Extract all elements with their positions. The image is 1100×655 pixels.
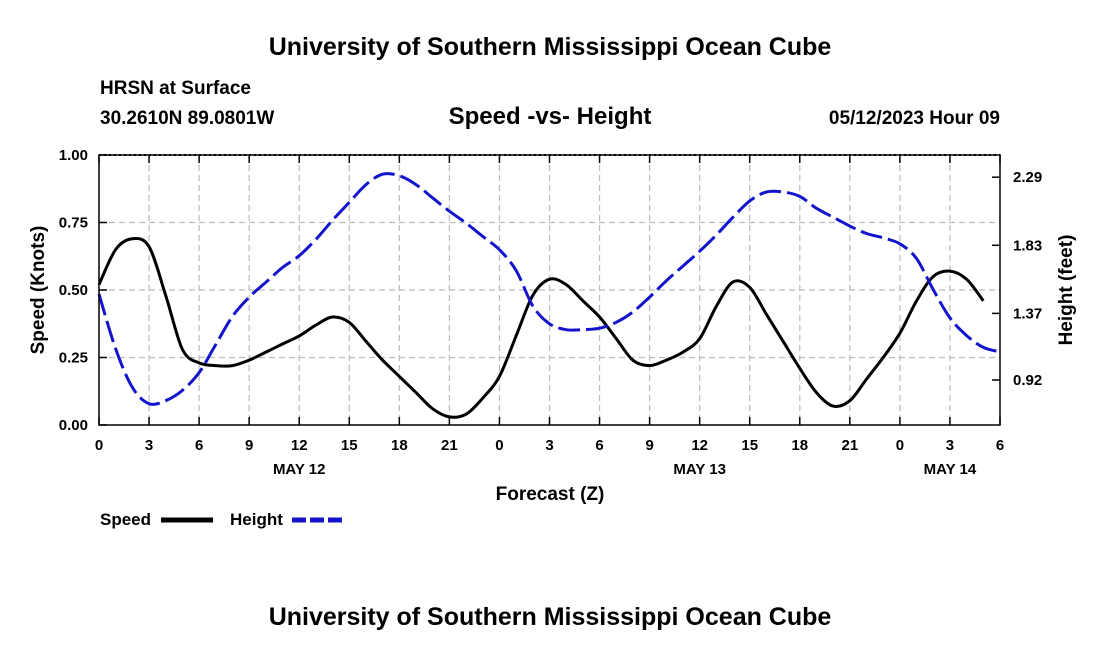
series-height-line — [97, 172, 1001, 406]
x-date-label: MAY 14 — [924, 461, 977, 478]
x-axis-label: Forecast (Z) — [496, 484, 605, 505]
x-date-label: MAY 12 — [273, 461, 326, 478]
legend: Speed Height — [100, 510, 344, 529]
footer-title: University of Southern Mississippi Ocean… — [269, 603, 832, 631]
y-tick-label: 0.00 — [59, 417, 88, 434]
x-tick-label: 0 — [495, 437, 503, 454]
y2-axis-label: Height (feet) — [1056, 235, 1077, 346]
y-tick-label: 1.00 — [59, 147, 88, 164]
x-tick-label: 18 — [391, 437, 408, 454]
x-tick-label: 15 — [741, 437, 758, 454]
y-axis-label: Speed (Knots) — [28, 226, 49, 355]
series-speed-line — [97, 236, 985, 419]
x-tick-label: 21 — [441, 437, 458, 454]
y2-tick-label: 1.83 — [1013, 237, 1042, 254]
coordinates-label: 30.2610N 89.0801W — [100, 108, 274, 129]
y-tick-label: 0.50 — [59, 282, 88, 299]
legend-height-label: Height — [230, 510, 283, 529]
series-layer — [97, 172, 1001, 419]
x-tick-label: 21 — [841, 437, 858, 454]
y-tick-label: 0.75 — [59, 215, 88, 232]
x-tick-label: 3 — [946, 437, 954, 454]
x-tick-label: 0 — [896, 437, 904, 454]
station-label: HRSN at Surface — [100, 78, 251, 99]
y2-tick-label: 2.29 — [1013, 169, 1042, 186]
x-tick-label: 18 — [791, 437, 808, 454]
page-title: University of Southern Mississippi Ocean… — [269, 33, 832, 61]
x-tick-label: 6 — [595, 437, 603, 454]
x-tick-label: 0 — [95, 437, 103, 454]
x-tick-label: 6 — [996, 437, 1004, 454]
x-tick-label: 15 — [341, 437, 358, 454]
x-tick-label: 3 — [145, 437, 153, 454]
y2-tick-label: 0.92 — [1013, 372, 1042, 389]
x-tick-label: 12 — [291, 437, 308, 454]
axes-layer: 0 3 6 9 12 15 18 21 0 3 6 9 12 15 18 21 0 3 6 0.00 0.25 0.50 0… — [59, 147, 1042, 478]
x-tick-label: 6 — [195, 437, 203, 454]
x-tick-label: 9 — [245, 437, 253, 454]
x-tick-label: 12 — [691, 437, 708, 454]
legend-speed-label: Speed — [100, 510, 151, 529]
date-label: 05/12/2023 Hour 09 — [829, 108, 1000, 129]
x-tick-label: 3 — [545, 437, 553, 454]
chart-subtitle: Speed -vs- Height — [449, 103, 652, 130]
y2-tick-label: 1.37 — [1013, 305, 1042, 322]
grid — [99, 155, 1000, 425]
y-tick-label: 0.25 — [59, 350, 88, 367]
x-tick-label: 9 — [645, 437, 653, 454]
x-date-label: MAY 13 — [673, 461, 726, 478]
